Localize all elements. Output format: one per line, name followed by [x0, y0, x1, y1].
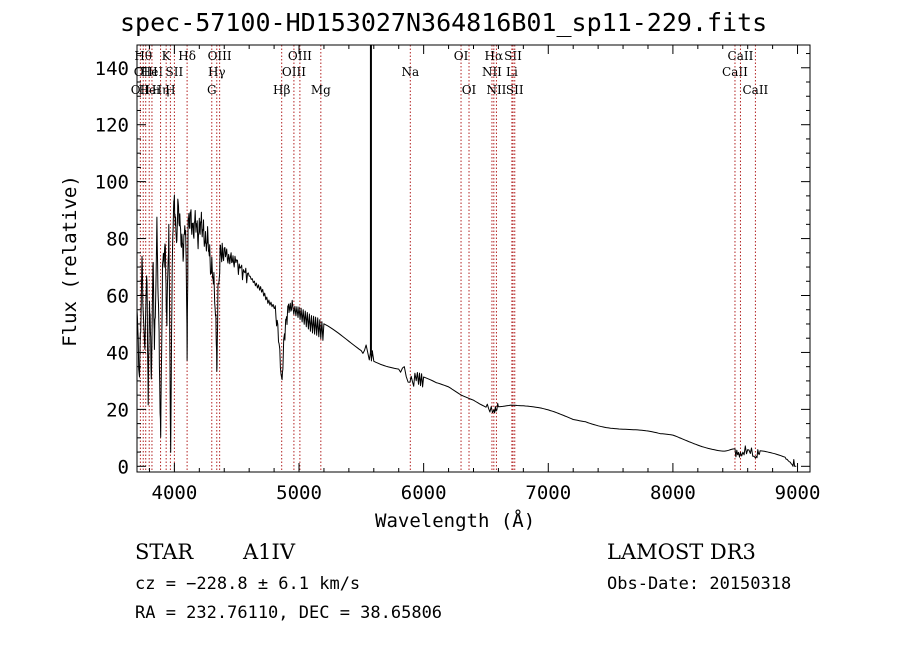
spectral-line-label: OIII [134, 65, 158, 79]
spectrum-line [136, 194, 797, 467]
spectral-line-label: SII [506, 83, 524, 97]
x-axis-label: Wavelength (Å) [375, 510, 536, 532]
y-tick-label: 20 [106, 399, 129, 421]
y-tick-label: 140 [95, 58, 129, 80]
spectral-line-label: Hα [485, 49, 504, 63]
spectral-line-label: CaII [728, 49, 754, 63]
obs-date: Obs-Date: 20150318 [607, 574, 792, 594]
x-tick-label: 8000 [650, 482, 696, 504]
spectral-line-label: CaII [722, 65, 748, 79]
spectral-line-label: OIII [208, 49, 232, 63]
y-axis-label: Flux (relative) [59, 175, 81, 347]
spectral-line-label: OIII [282, 65, 306, 79]
spectral-line-label: NII [486, 83, 506, 97]
series-group [136, 45, 797, 467]
spectral-line-label: CaII [742, 83, 768, 97]
spectral-line-label: Hθ [134, 49, 152, 63]
spectral-line-label: NII [482, 65, 502, 79]
spectral-line-label: Li [506, 65, 518, 79]
spectral-line-label: Hβ [273, 83, 290, 97]
spectral-line-label: OIII [288, 49, 312, 63]
y-tick-label: 40 [106, 342, 129, 364]
spectral-line-label: OII [131, 83, 151, 97]
spectral-line-label: G [207, 83, 217, 97]
plot-frame [136, 44, 811, 473]
spectral-line-label: Hγ [208, 65, 226, 79]
spectral-line-label: Hei [139, 83, 161, 97]
survey-name: LAMOST DR3 [607, 540, 756, 564]
object-class: STAR [135, 540, 194, 564]
spectral-line-label: Mg [311, 83, 331, 97]
spectral-line-label: OI [462, 83, 477, 97]
y-tick-label: 0 [118, 456, 129, 478]
y-tick-label: 60 [106, 286, 129, 308]
spectral-line-label: Hδ [178, 49, 196, 63]
spectral-line-label: Hη [152, 83, 170, 97]
spectral-line-label: Na [401, 65, 419, 79]
redshift-cz: cz = −228.8 ± 6.1 km/s [135, 574, 361, 594]
x-tick-label: 6000 [401, 482, 447, 504]
x-tick-label: 9000 [775, 482, 821, 504]
coordinates: RA = 232.76110, DEC = 38.65806 [135, 603, 443, 623]
x-tick-label: 4000 [152, 482, 198, 504]
object-subclass: A1IV [243, 540, 295, 564]
x-tick-label: 7000 [525, 482, 571, 504]
chart-title: spec-57100-HD153027N364816B01_sp11-229.f… [120, 8, 768, 37]
x-tick-label: 5000 [276, 482, 322, 504]
spectral-line-label: SII [504, 49, 522, 63]
y-tick-label: 120 [95, 115, 129, 137]
spectral-line-label: OI [454, 49, 469, 63]
y-tick-label: 80 [106, 229, 129, 251]
spectral-line-label: HeI [141, 65, 164, 79]
line-marker-group: OII Hθ OIII Hei HeI Hη K H SII Hδ G Hγ OIII Hβ OIII OII… [131, 45, 769, 472]
spectral-line-label: SII [166, 65, 184, 79]
spectral-line-label: H [165, 83, 175, 97]
spectral-line-label: K [162, 49, 172, 63]
y-tick-label: 100 [95, 172, 129, 194]
axes-group: 4000 5000 6000 7000 8000 9000 0 20 40 60 80 100 120 1… [95, 44, 821, 504]
